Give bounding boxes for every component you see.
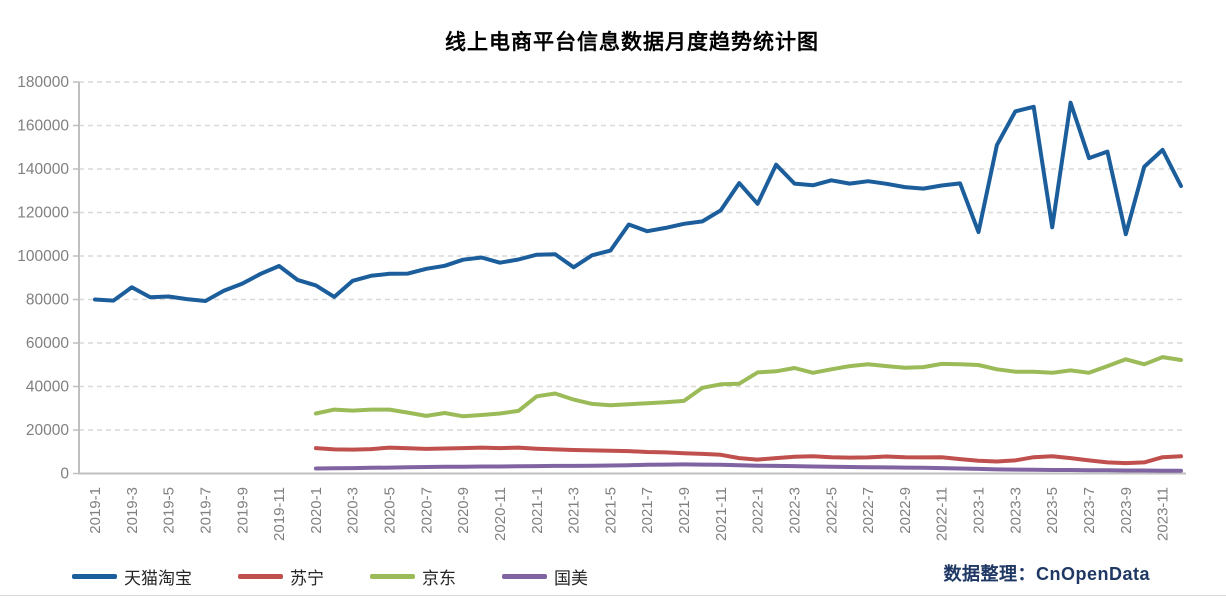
x-tick-label: 2020-1: [308, 487, 325, 534]
legend-label-jd: 京东: [422, 569, 456, 588]
legend-label-suning: 苏宁: [290, 569, 324, 588]
y-tick-label: 180000: [17, 74, 69, 91]
x-tick-label: 2021-11: [713, 487, 730, 541]
x-tick-label: 2019-3: [124, 487, 141, 534]
series-line-suning: [313, 445, 1183, 466]
legend-item-tmall-taobao: 天猫淘宝: [72, 564, 192, 589]
x-tick-label: 2023-9: [1118, 487, 1135, 534]
x-tick-label: 2021-5: [602, 487, 619, 534]
y-tick-label: 20000: [26, 422, 69, 439]
x-tick-label: 2019-5: [161, 487, 178, 534]
x-tick-label: 2020-11: [492, 487, 509, 541]
x-tick-label: 2022-3: [786, 487, 803, 534]
source-credit: 数据整理：CnOpenData: [943, 564, 1150, 584]
series-line-tmall-taobao: [93, 100, 1183, 303]
y-tick-label: 120000: [17, 205, 69, 222]
x-tick-label: 2021-9: [676, 487, 693, 534]
legend-item-jd: 京东: [370, 564, 456, 589]
series-line-gome: [313, 462, 1183, 473]
x-tick-label: 2021-7: [639, 487, 656, 534]
legend-swatch-tmall-taobao: [72, 574, 117, 579]
x-tick-labels: 2019-1 2019-3 2019-5 2019-7 2019-9 2019-11 202…: [87, 487, 1172, 541]
x-tick-label: 2021-1: [529, 487, 546, 534]
x-tick-label: 2022-9: [897, 487, 914, 534]
y-tick-label: 80000: [26, 292, 69, 309]
series-line-jd: [313, 355, 1183, 419]
x-tick-label: 2022-11: [934, 487, 951, 541]
x-tick-label: 2023-11: [1155, 487, 1172, 541]
x-tick-label: 2023-5: [1044, 487, 1061, 534]
y-tick-label: 60000: [26, 335, 69, 352]
chart-title: 线上电商平台信息数据月度趋势统计图: [445, 31, 819, 54]
x-tick-label: 2020-3: [345, 487, 362, 534]
x-tick-label: 2023-1: [971, 487, 988, 534]
legend-item-suning: 苏宁: [238, 564, 324, 589]
y-tick-label: 0: [60, 466, 69, 483]
x-tick-label: 2020-9: [455, 487, 472, 534]
x-tick-label: 2020-7: [418, 487, 435, 534]
y-tick-label: 40000: [26, 379, 69, 396]
legend-swatch-jd: [370, 574, 415, 579]
x-tick-label: 2023-7: [1081, 487, 1098, 534]
legend-swatch-suning: [238, 574, 283, 579]
legend-label-gome: 国美: [554, 569, 588, 588]
axes: [73, 81, 1186, 475]
legend-item-gome: 国美: [502, 564, 588, 589]
x-tick-label: 2019-7: [197, 487, 214, 534]
y-tick-label: 140000: [17, 161, 69, 178]
x-tick-label: 2021-3: [566, 487, 583, 534]
gridlines: [79, 81, 1186, 431]
x-tick-label: 2020-5: [382, 487, 399, 534]
x-tick-label: 2022-7: [860, 487, 877, 534]
x-tick-label: 2019-9: [234, 487, 251, 534]
y-tick-labels: 0 20000 40000 60000 80000 100000 120000 140000 1…: [17, 74, 69, 483]
y-tick-label: 160000: [17, 118, 69, 135]
x-tick-label: 2023-3: [1007, 487, 1024, 534]
bottom-divider: [0, 595, 1226, 596]
x-tick-label: 2019-11: [271, 487, 288, 541]
x-tick-label: 2022-1: [750, 487, 767, 534]
legend: 天猫淘宝 苏宁 京东 国美: [72, 564, 588, 589]
legend-swatch-gome: [502, 574, 547, 579]
x-tick-label: 2019-1: [87, 487, 104, 534]
x-tick-label: 2022-5: [823, 487, 840, 534]
legend-label-tmall-taobao: 天猫淘宝: [124, 569, 192, 588]
y-tick-label: 100000: [17, 248, 69, 265]
